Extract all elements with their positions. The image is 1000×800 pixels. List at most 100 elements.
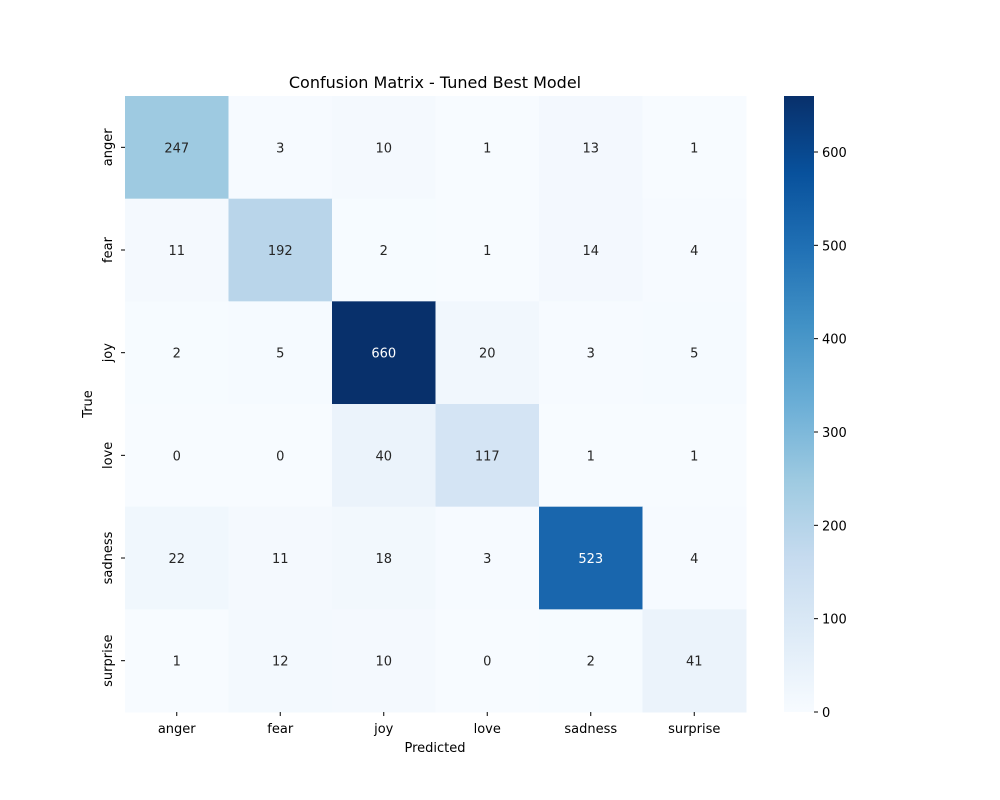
heatmap-cell-5-2	[332, 609, 436, 713]
heatmap-cell-label-5-2: 10	[375, 655, 392, 670]
heatmap-cell-label-1-5: 4	[690, 244, 698, 259]
heatmap-cell-3-2	[332, 404, 436, 508]
y-axis-label: True	[81, 390, 96, 419]
heatmap-cell-label-2-2: 660	[371, 347, 396, 362]
heatmap-cell-label-1-3: 1	[483, 244, 491, 259]
x-tick-label-love: love	[474, 722, 501, 737]
heatmap-cell-label-0-1: 3	[276, 141, 284, 156]
heatmap-cell-label-5-0: 1	[173, 655, 181, 670]
heatmap-cell-0-0	[125, 96, 229, 200]
heatmap-cell-1-1	[228, 198, 333, 302]
heatmap-cell-label-5-4: 2	[587, 655, 595, 670]
heatmap-cell-5-3	[435, 609, 540, 713]
heatmap-cell-1-5	[642, 198, 747, 302]
heatmap-cell-label-3-1: 0	[276, 449, 284, 464]
heatmap-cell-label-2-5: 5	[690, 347, 698, 362]
heatmap-cell-1-4	[539, 198, 643, 302]
heatmap-cell-label-4-2: 18	[375, 552, 392, 567]
heatmap-cell-4-2	[332, 506, 436, 610]
heatmap-cell-label-2-3: 20	[479, 347, 496, 362]
colorbar-tick-label-500: 500	[822, 239, 847, 254]
x-tick-label-fear: fear	[267, 722, 294, 737]
heatmap-cell-label-4-3: 3	[483, 552, 491, 567]
heatmap-cell-label-0-4: 13	[582, 141, 599, 156]
heatmap-cell-label-3-0: 0	[173, 449, 181, 464]
heatmap-cell-2-3	[435, 301, 540, 405]
colorbar-tick-label-100: 100	[822, 613, 847, 628]
heatmap-cell-3-3	[435, 404, 540, 508]
heatmap-cell-label-1-0: 11	[168, 244, 185, 259]
colorbar-gradient	[784, 96, 814, 712]
heatmap-cell-0-2	[332, 96, 436, 200]
colorbar-tick-label-300: 300	[822, 426, 847, 441]
heatmap-cell-label-0-5: 1	[690, 141, 698, 156]
heatmap-cell-0-4	[539, 96, 643, 200]
heatmap-cell-label-0-0: 247	[164, 141, 189, 156]
heatmap-cell-2-0	[125, 301, 229, 405]
x-tick-label-joy: joy	[373, 722, 394, 737]
heatmap-cell-label-4-1: 11	[272, 552, 289, 567]
x-axis-ticks: anger fear joy love sadness surprise	[158, 712, 720, 737]
colorbar-tick-label-200: 200	[822, 519, 847, 534]
heatmap-cell-label-4-4: 523	[578, 552, 603, 567]
heatmap-cell-label-3-2: 40	[375, 449, 392, 464]
heatmap-cell-label-1-4: 14	[582, 244, 599, 259]
heatmap-cell-2-1	[228, 301, 333, 405]
heatmap-cell-1-0	[125, 198, 229, 302]
heatmap-cell-2-4	[539, 301, 643, 405]
heatmap-cell-5-1	[228, 609, 333, 713]
x-tick-label-surprise: surprise	[668, 722, 720, 737]
heatmap-cell-4-4	[539, 506, 643, 610]
y-axis-ticks: anger fear joy love sadness surprise	[101, 128, 125, 687]
heatmap-cell-3-0	[125, 404, 229, 508]
heatmap-cell-label-2-0: 2	[173, 347, 181, 362]
heatmap-cell-label-1-2: 2	[380, 244, 388, 259]
colorbar-tick-label-600: 600	[822, 146, 847, 161]
heatmap-cell-3-5	[642, 404, 747, 508]
heatmap-cell-5-0	[125, 609, 229, 713]
heatmap-cell-4-3	[435, 506, 540, 610]
heatmap-cell-0-5	[642, 96, 747, 200]
heatmap-cell-3-4	[539, 404, 643, 508]
heatmap-cell-0-1	[228, 96, 333, 200]
x-axis-label: Predicted	[404, 741, 465, 756]
x-tick-label-anger: anger	[158, 722, 196, 737]
heatmap-cell-0-3	[435, 96, 540, 200]
heatmap-cell-2-2	[332, 301, 436, 405]
heatmap-cell-4-5	[642, 506, 747, 610]
heatmap-cell-label-1-1: 192	[268, 244, 293, 259]
heatmap-cell-label-0-3: 1	[483, 141, 491, 156]
heatmap-cell-4-0	[125, 506, 229, 610]
heatmap-cell-5-4	[539, 609, 643, 713]
heatmap-cell-1-2	[332, 198, 436, 302]
y-tick-label-love: love	[101, 442, 116, 469]
x-tick-label-sadness: sadness	[564, 722, 617, 737]
heatmap-cell-label-4-0: 22	[168, 552, 185, 567]
heatmap-cell-2-5	[642, 301, 747, 405]
chart-title: Confusion Matrix - Tuned Best Model	[289, 73, 581, 92]
y-tick-label-sadness: sadness	[101, 531, 116, 584]
heatmap-cell-4-1	[228, 506, 333, 610]
y-tick-label-anger: anger	[101, 128, 116, 166]
colorbar-tick-label-0: 0	[822, 706, 830, 721]
heatmap-cell-label-3-3: 117	[475, 449, 500, 464]
heatmap-cell-label-4-5: 4	[690, 552, 698, 567]
y-tick-label-surprise: surprise	[101, 635, 116, 687]
heatmap-cell-label-5-3: 0	[483, 655, 491, 670]
heatmap-cell-1-3	[435, 198, 540, 302]
y-tick-label-fear: fear	[101, 236, 116, 263]
heatmap-cell-label-3-5: 1	[690, 449, 698, 464]
colorbar: 0 100 200 300 400 500 600	[784, 96, 847, 721]
y-tick-label-joy: joy	[101, 343, 116, 364]
heatmap-cell-label-0-2: 10	[375, 141, 392, 156]
heatmap-cell-label-3-4: 1	[587, 449, 595, 464]
heatmap-cell-5-5	[642, 609, 747, 713]
colorbar-tick-label-400: 400	[822, 333, 847, 348]
heatmap-cell-label-5-5: 41	[686, 655, 703, 670]
heatmap-cell-label-2-1: 5	[276, 347, 284, 362]
heatmap-cell-label-5-1: 12	[272, 655, 289, 670]
heatmap-cell-label-2-4: 3	[587, 347, 595, 362]
heatmap-cell-3-1	[228, 404, 333, 508]
heatmap-cells: 247 3 10 1 13 111 192 2 1 14 42 5 660 20 3 50 0 40 117 1 122…	[125, 96, 747, 713]
